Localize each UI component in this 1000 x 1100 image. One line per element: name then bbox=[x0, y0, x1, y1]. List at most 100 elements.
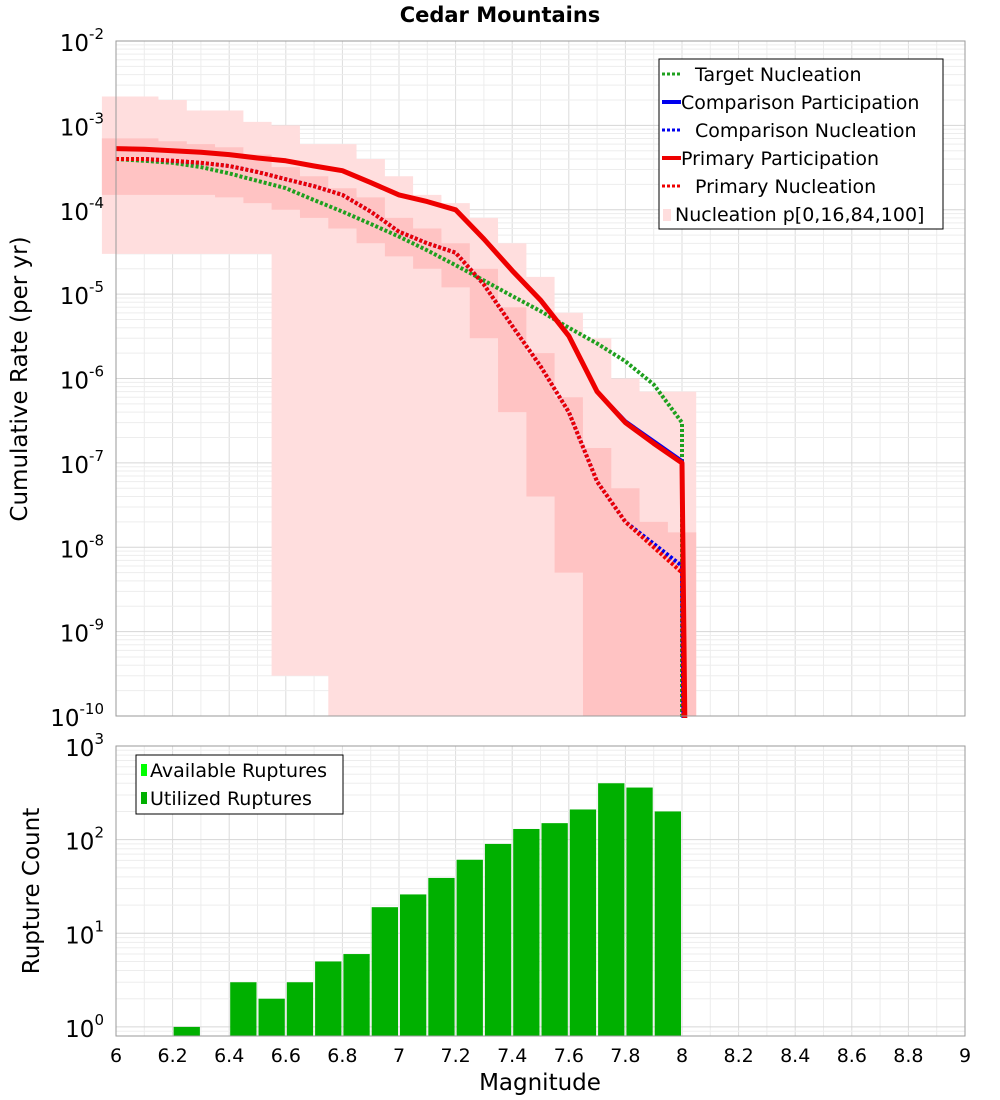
series-line-target-nucleation bbox=[115, 157, 684, 718]
y-tick-exponent: -9 bbox=[89, 616, 104, 634]
y-tick-exponent: -10 bbox=[80, 700, 105, 718]
x-tick-label: 8.2 bbox=[723, 1045, 753, 1067]
x-tick-label: 6 bbox=[110, 1045, 122, 1067]
legend-label: Primary Nucleation bbox=[695, 176, 876, 198]
bar bbox=[626, 787, 653, 1036]
bar bbox=[258, 998, 285, 1036]
y-tick-base: 10 bbox=[60, 115, 89, 141]
x-tick-label: 7.8 bbox=[610, 1045, 640, 1067]
bar bbox=[513, 828, 540, 1036]
x-tick-label: 8.4 bbox=[780, 1045, 810, 1067]
bar bbox=[343, 954, 370, 1036]
top-plot-frame bbox=[115, 40, 966, 717]
top-legend: Target Nucleation Comparison Participatio… bbox=[658, 58, 944, 230]
x-tick-label: 7.2 bbox=[440, 1045, 470, 1067]
y-tick-exponent: -8 bbox=[89, 531, 104, 549]
y-tick-base: 10 bbox=[60, 453, 89, 479]
legend-label: Comparison Nucleation bbox=[695, 120, 917, 142]
nucleation-band bbox=[101, 96, 697, 717]
legend-label: Target Nucleation bbox=[694, 64, 862, 86]
bar bbox=[456, 859, 483, 1036]
legend-label: Comparison Participation bbox=[681, 92, 919, 114]
x-tick-label: 9 bbox=[959, 1045, 971, 1067]
y-tick-label: 10-10 bbox=[50, 700, 104, 732]
bar bbox=[315, 961, 342, 1036]
x-tick-label: 6.2 bbox=[157, 1045, 187, 1067]
x-tick-label: 6.8 bbox=[327, 1045, 357, 1067]
y-tick-base: 10 bbox=[50, 706, 79, 732]
y-tick-label: 10-4 bbox=[60, 194, 104, 226]
bar bbox=[541, 823, 568, 1036]
legend-swatch bbox=[141, 764, 147, 776]
y-tick-label: 10-2 bbox=[60, 25, 104, 57]
bar bbox=[569, 809, 597, 1036]
x-axis-label: Magnitude bbox=[479, 1070, 601, 1096]
top-y-axis-label: Cumulative Rate (per yr) bbox=[7, 236, 33, 521]
bar bbox=[173, 1026, 200, 1036]
y-tick-label: 102 bbox=[65, 824, 104, 856]
y-tick-exponent: 0 bbox=[94, 1011, 104, 1029]
series-line-primary-participation bbox=[115, 146, 688, 719]
y-tick-base: 10 bbox=[60, 622, 89, 648]
band-p0-p100 bbox=[101, 96, 697, 717]
bar bbox=[400, 894, 427, 1036]
y-tick-exponent: -7 bbox=[89, 447, 104, 465]
y-tick-base: 10 bbox=[65, 923, 94, 949]
bar bbox=[654, 811, 681, 1036]
bottom-y-axis-label: Rupture Count bbox=[19, 808, 45, 974]
x-tick-label: 8.6 bbox=[837, 1045, 867, 1067]
legend-label: Utilized Ruptures bbox=[150, 788, 312, 810]
chart-title: Cedar Mountains bbox=[400, 3, 601, 27]
bar bbox=[230, 982, 257, 1036]
y-tick-exponent: -5 bbox=[89, 278, 104, 296]
bar bbox=[428, 877, 455, 1036]
y-tick-base: 10 bbox=[60, 284, 89, 310]
y-tick-exponent: 1 bbox=[94, 917, 104, 935]
bar bbox=[371, 907, 398, 1036]
band-p16-p84 bbox=[101, 138, 697, 717]
y-tick-base: 10 bbox=[65, 736, 94, 762]
bottom-legend: Available Ruptures Utilized Ruptures bbox=[135, 754, 344, 815]
y-tick-base: 10 bbox=[60, 31, 89, 57]
y-tick-base: 10 bbox=[65, 1017, 94, 1043]
y-tick-label: 10-5 bbox=[60, 278, 104, 310]
y-tick-exponent: -3 bbox=[89, 109, 104, 127]
y-tick-label: 10-7 bbox=[60, 447, 104, 479]
y-tick-label: 10-3 bbox=[60, 109, 104, 141]
x-tick-label: 7.6 bbox=[554, 1045, 584, 1067]
y-tick-base: 10 bbox=[65, 830, 94, 856]
legend-box bbox=[658, 58, 944, 230]
y-tick-base: 10 bbox=[60, 369, 89, 395]
y-tick-label: 10-9 bbox=[60, 616, 104, 648]
y-tick-exponent: -4 bbox=[89, 194, 104, 212]
x-tick-label: 7.4 bbox=[497, 1045, 527, 1067]
legend-swatch bbox=[141, 792, 147, 804]
legend-swatch bbox=[663, 209, 671, 221]
x-tick-label: 6.6 bbox=[271, 1045, 301, 1067]
rate-lines bbox=[115, 146, 688, 719]
legend-label: Nucleation p[0,16,84,100] bbox=[675, 204, 924, 226]
y-tick-base: 10 bbox=[60, 537, 89, 563]
x-ticks: 6 6.2 6.4 6.6 6.8 7 7.2 7.4 7.6 7.8 8 8.2 8.4 8.6 8.8 9 bbox=[110, 1045, 971, 1067]
y-tick-label: 10-8 bbox=[60, 531, 104, 563]
y-tick-base: 10 bbox=[60, 200, 89, 226]
x-tick-label: 8 bbox=[676, 1045, 688, 1067]
y-tick-exponent: 2 bbox=[94, 824, 104, 842]
legend-box bbox=[135, 754, 344, 815]
y-tick-exponent: -6 bbox=[89, 363, 104, 381]
y-tick-label: 101 bbox=[65, 917, 104, 949]
y-tick-label: 100 bbox=[65, 1011, 104, 1043]
y-tick-label: 10-6 bbox=[60, 363, 104, 395]
x-tick-label: 8.8 bbox=[893, 1045, 923, 1067]
bar bbox=[598, 783, 625, 1036]
rupture-bars bbox=[173, 783, 681, 1036]
y-tick-label: 103 bbox=[65, 730, 104, 762]
legend-label: Available Ruptures bbox=[150, 760, 327, 782]
y-tick-exponent: -2 bbox=[89, 25, 104, 43]
legend-label: Primary Participation bbox=[681, 148, 879, 170]
